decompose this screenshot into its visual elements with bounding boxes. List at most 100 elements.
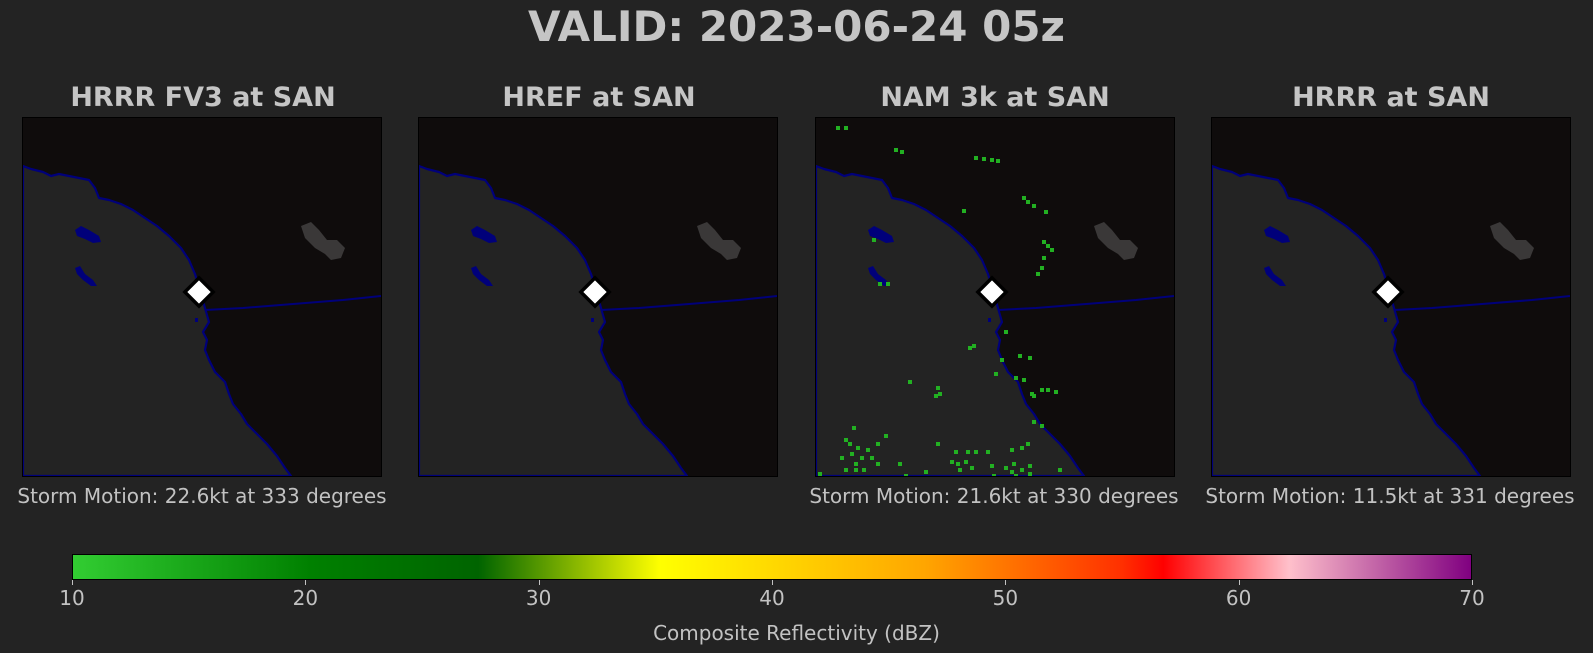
reflectivity-echo — [990, 464, 994, 468]
reflectivity-echo — [974, 156, 978, 160]
storm-motion-hrrr-fv3: Storm Motion: 22.6kt at 333 degrees — [17, 484, 387, 508]
colorbar-tick-mark — [305, 580, 307, 585]
reflectivity-echo — [1040, 424, 1044, 428]
reflectivity-echo — [936, 386, 940, 390]
reflectivity-echo — [972, 344, 976, 348]
reflectivity-echo — [854, 468, 858, 472]
reflectivity-echo — [1014, 376, 1018, 380]
reflectivity-echo — [1046, 388, 1050, 392]
border-line — [997, 295, 1174, 311]
colorbar-tick-label: 30 — [525, 586, 552, 610]
colorbar-tick-label: 60 — [1225, 586, 1252, 610]
reflectivity-echo — [1020, 468, 1024, 472]
colorbar-tick-mark — [772, 580, 773, 585]
lake — [1490, 222, 1534, 260]
reflectivity-echo — [1000, 358, 1004, 362]
reflectivity-echo — [958, 468, 962, 472]
reflectivity-echo — [852, 426, 856, 430]
island — [1264, 266, 1286, 286]
reflectivity-echo — [844, 438, 848, 442]
reflectivity-echo — [934, 394, 938, 398]
colorbar-tick-label: 20 — [292, 586, 319, 610]
panel-title-hrrr: HRRR at SAN — [1292, 82, 1490, 113]
station-marker — [1371, 275, 1405, 309]
reflectivity-echo — [856, 446, 860, 450]
reflectivity-echo — [924, 470, 928, 474]
reflectivity-echo — [990, 158, 994, 162]
island — [1384, 318, 1387, 322]
reflectivity-echo — [1040, 266, 1044, 270]
reflectivity-echo — [956, 462, 960, 466]
reflectivity-echo — [966, 450, 970, 454]
storm-motion-hrrr: Storm Motion: 11.5kt at 331 degrees — [1205, 484, 1575, 508]
reflectivity-echo — [1026, 200, 1030, 204]
reflectivity-echo — [1032, 204, 1036, 208]
reflectivity-echo — [1054, 390, 1058, 394]
station-marker — [578, 275, 612, 309]
reflectivity-echo — [866, 448, 870, 452]
page-title: VALID: 2023-06-24 05z — [528, 2, 1065, 51]
map-canvas — [419, 118, 777, 476]
map-canvas — [816, 118, 1174, 476]
reflectivity-echo — [1032, 394, 1036, 398]
island — [591, 318, 594, 322]
panel-title-href: HREF at SAN — [502, 82, 696, 113]
reflectivity-echo — [1028, 356, 1032, 360]
colorbar-tick-mark — [538, 580, 540, 585]
reflectivity-echo — [876, 442, 880, 446]
reflectivity-echo — [840, 456, 844, 460]
reflectivity-echo — [1050, 248, 1054, 252]
reflectivity-echo — [878, 282, 882, 286]
reflectivity-echo — [862, 468, 866, 472]
colorbar-tick-mark — [1238, 580, 1240, 585]
reflectivity-echo — [1040, 388, 1044, 392]
reflectivity-echo — [1022, 196, 1026, 200]
reflectivity-echo — [872, 238, 876, 242]
station-marker — [975, 275, 1009, 309]
border-line — [600, 295, 777, 311]
map-hrrr — [1211, 117, 1571, 477]
reflectivity-echo — [974, 450, 978, 454]
reflectivity-echo — [854, 462, 858, 466]
reflectivity-echo — [844, 126, 848, 130]
reflectivity-echo — [1004, 466, 1008, 470]
border-line — [1393, 295, 1570, 311]
reflectivity-echo — [954, 450, 958, 454]
reflectivity-echo — [894, 148, 898, 152]
reflectivity-echo — [1012, 462, 1016, 466]
reflectivity-echo — [818, 472, 822, 476]
colorbar-tick-label: 10 — [59, 586, 85, 610]
colorbar-tick-label: 70 — [1459, 586, 1485, 610]
island — [75, 226, 101, 243]
panel-title-nam3k: NAM 3k at SAN — [880, 82, 1110, 113]
reflectivity-echo — [982, 157, 986, 161]
island — [1264, 226, 1290, 243]
reflectivity-echo — [836, 126, 840, 130]
reflectivity-echo — [962, 209, 966, 213]
reflectivity-echo — [964, 460, 968, 464]
reflectivity-echo — [1028, 472, 1032, 476]
reflectivity-echo — [1018, 354, 1022, 358]
island — [868, 266, 890, 286]
lake — [301, 222, 345, 260]
reflectivity-echo — [1044, 210, 1048, 214]
map-hrrr-fv3 — [22, 117, 382, 477]
lake — [697, 222, 741, 260]
reflectivity-echo — [908, 380, 912, 384]
reflectivity-echo — [968, 346, 972, 350]
storm-motion-nam3k: Storm Motion: 21.6kt at 330 degrees — [809, 484, 1179, 508]
reflectivity-echo — [1058, 468, 1062, 472]
reflectivity-echo — [1042, 256, 1046, 260]
island — [868, 226, 894, 243]
reflectivity-echo — [996, 159, 1000, 163]
map-href — [418, 117, 778, 477]
reflectivity-echo — [860, 456, 864, 460]
reflectivity-echo — [1022, 378, 1026, 382]
station-marker — [182, 275, 216, 309]
reflectivity-echo — [1004, 330, 1008, 334]
reflectivity-echo — [992, 474, 996, 476]
reflectivity-echo — [1032, 420, 1036, 424]
reflectivity-echo — [1010, 448, 1014, 452]
reflectivity-echo — [1028, 464, 1032, 468]
reflectivity-echo — [1014, 474, 1018, 476]
